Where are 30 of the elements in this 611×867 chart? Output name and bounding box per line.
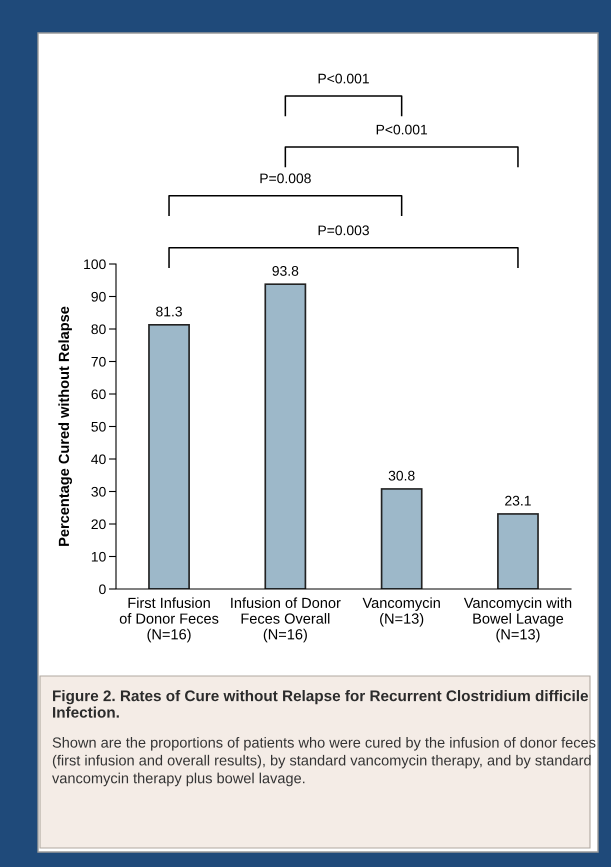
x-tick-label: Vancomycin with Bowel Lavage (N=13): [464, 597, 572, 642]
y-tick-label: 70: [92, 356, 106, 367]
x-tick-label: First Infusion of Donor Feces (N=16): [120, 597, 218, 642]
bar: [380, 488, 423, 589]
data-label: 81.3: [156, 306, 182, 316]
x-tick-label: Vancomycin (N=13): [362, 597, 440, 627]
bar: [148, 324, 190, 589]
data-label: 30.8: [388, 470, 415, 481]
y-tick-label: 30: [91, 486, 106, 497]
data-label: 23.1: [505, 496, 531, 506]
y-tick-label: 90: [91, 292, 106, 302]
y-tick-label: 20: [92, 519, 106, 530]
text: Shown are the proportions of patients who were cured by the infusion of donor feces (first infusion and overall results), by standard vancomycin therapy, and by standard vancomycin therapy plus bowel lavage.: [52, 737, 596, 786]
text: P=0.003: [318, 225, 369, 236]
y-tick-label: 80: [91, 324, 106, 334]
text: P<0.001: [376, 124, 428, 135]
y-tick-label: 100: [84, 259, 106, 270]
bar: [497, 513, 539, 589]
data-label: 93.8: [272, 266, 298, 276]
y-tick-label: 50: [91, 422, 106, 432]
y-tick-label: 60: [92, 389, 106, 400]
bar: [264, 283, 306, 589]
y-tick-label: 0: [99, 584, 106, 594]
x-tick-label: Infusion of Donor Feces Overall (N=16): [231, 597, 341, 642]
text: P=0.008: [260, 173, 311, 184]
y-axis-title: Percentage Cured without Relapse: [58, 306, 72, 546]
text: P<0.001: [318, 74, 369, 84]
text: Figure 2. Rates of Cure without Relapse for Recurrent Clostridium difficile Infection.: [53, 690, 588, 718]
y-tick-label: 10: [92, 552, 106, 562]
y-tick-label: 40: [91, 454, 106, 464]
